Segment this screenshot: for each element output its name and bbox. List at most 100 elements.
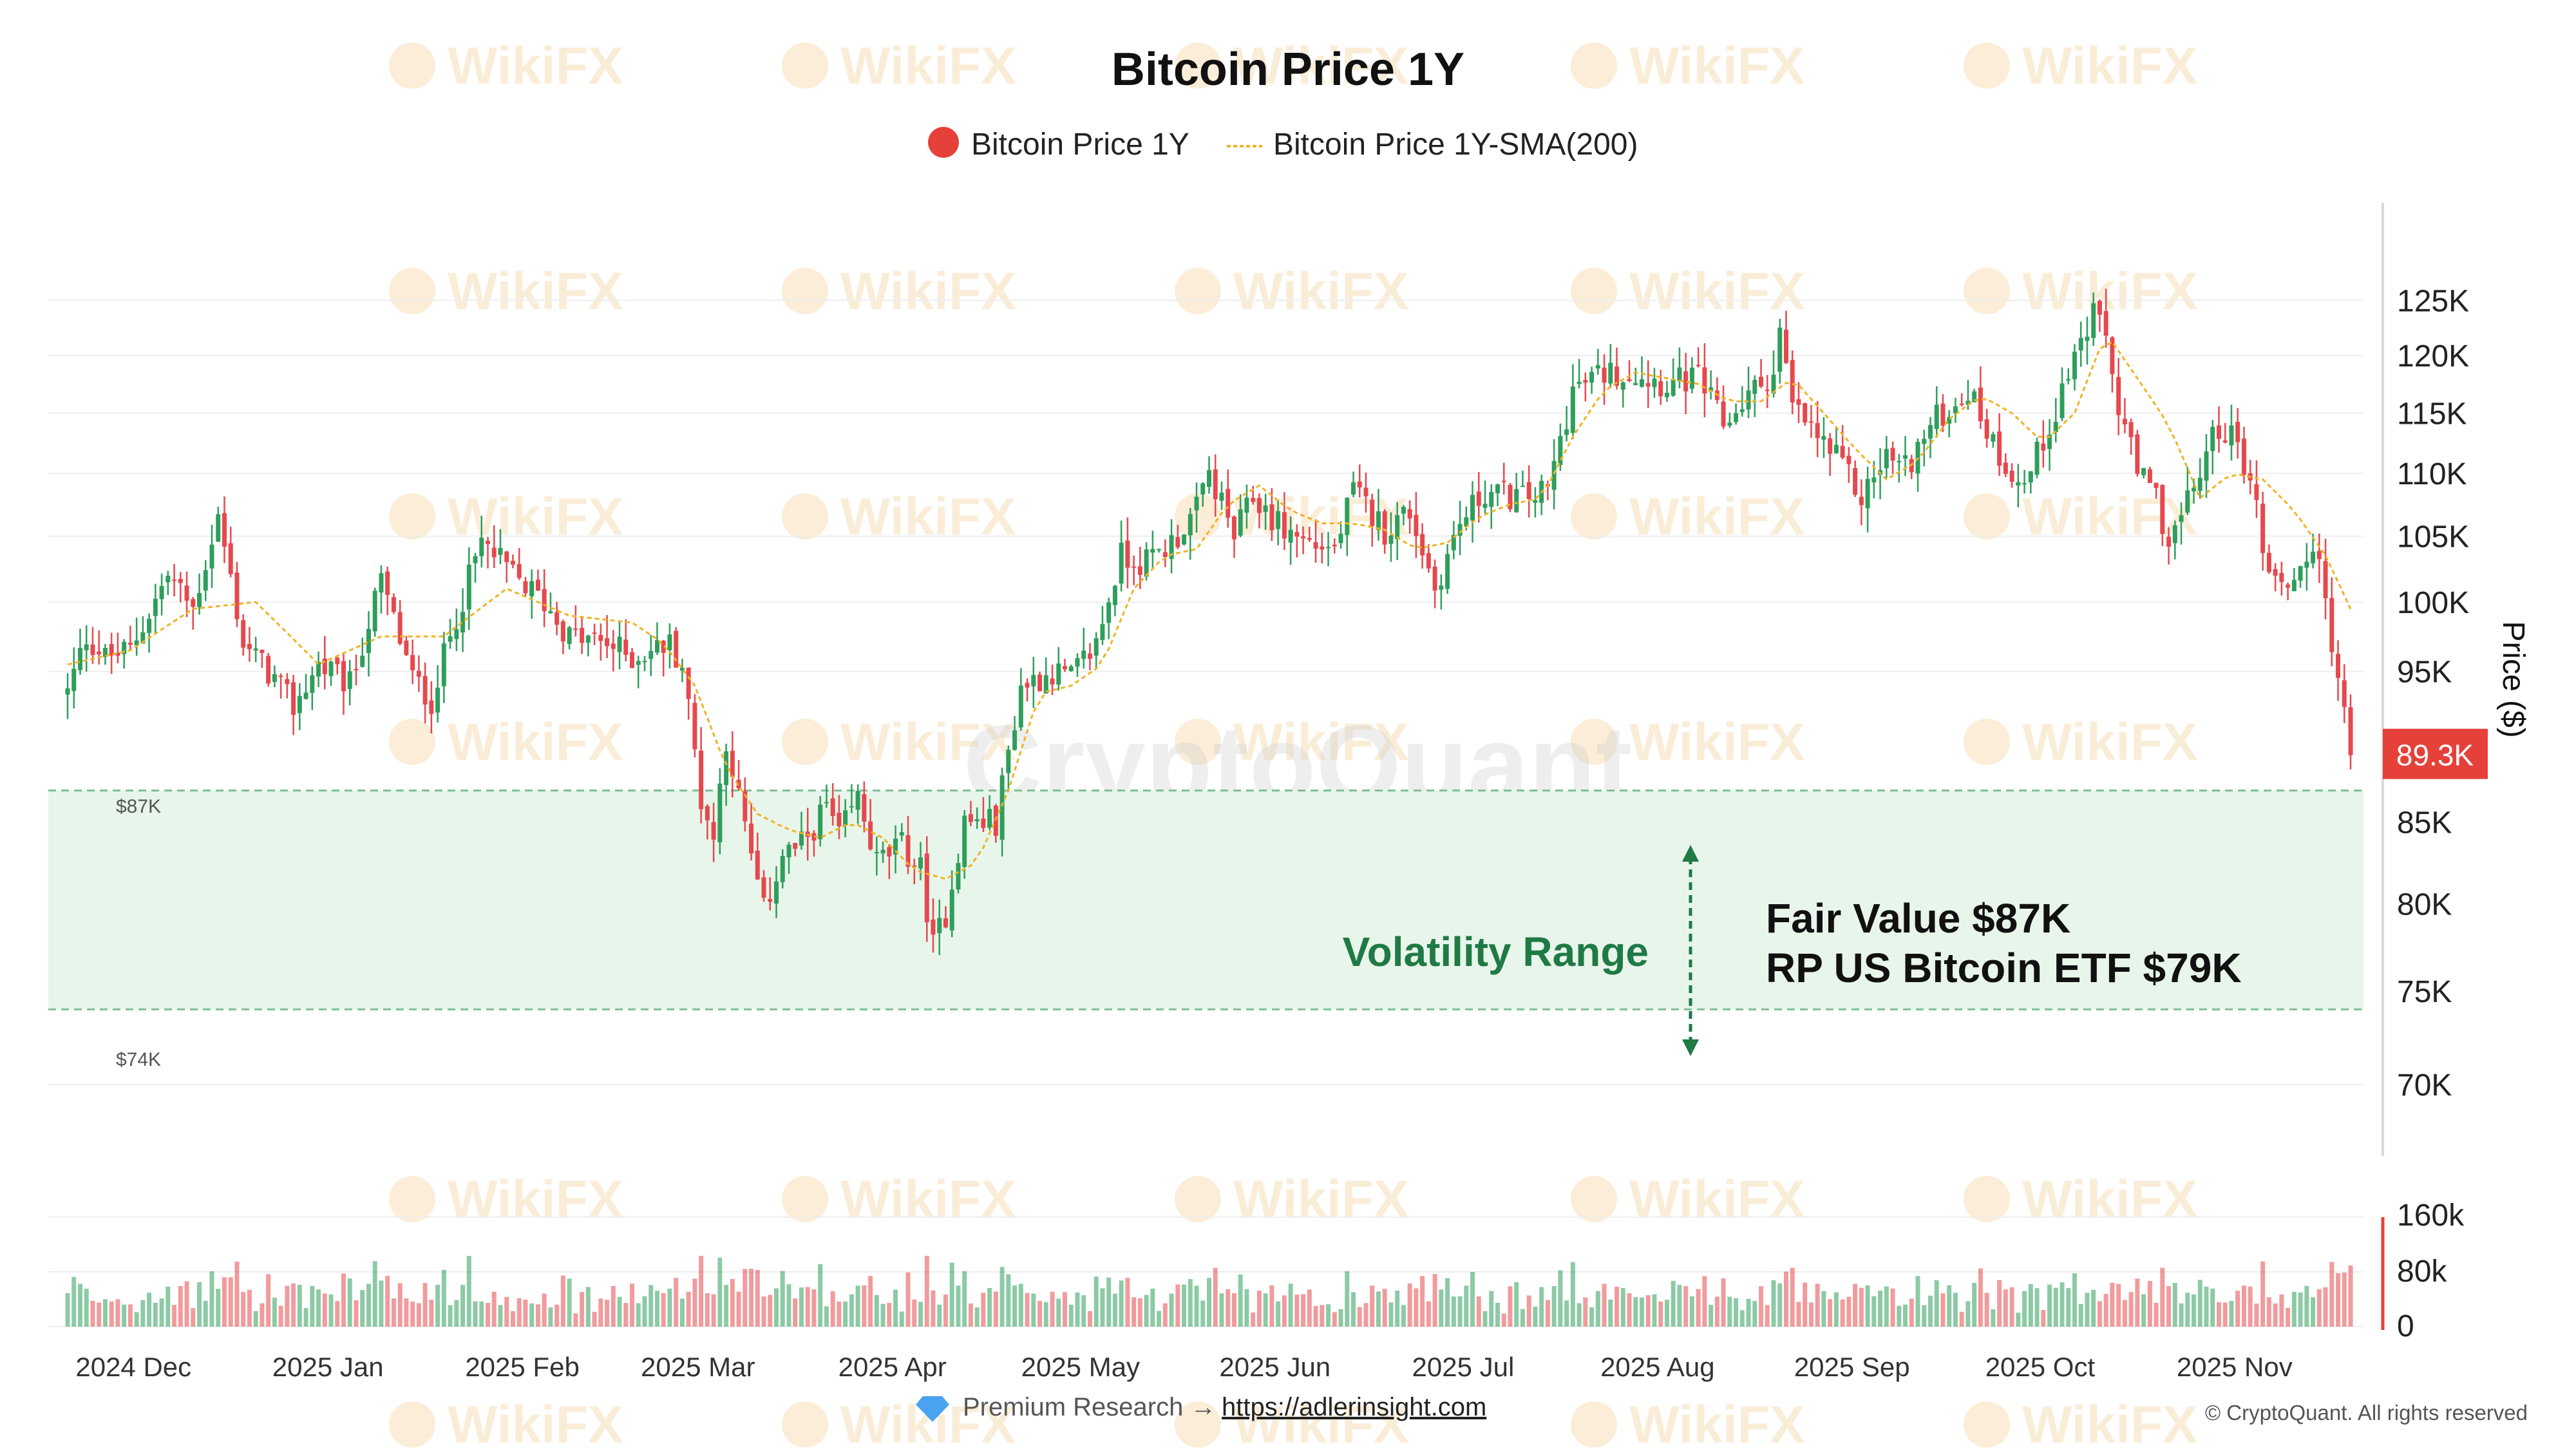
volume-bar: [880, 1303, 886, 1327]
candle-body: [849, 806, 854, 808]
volume-bar: [585, 1287, 591, 1327]
candle-body: [1200, 483, 1206, 495]
volume-bar: [1238, 1274, 1243, 1327]
candle-body: [1884, 449, 1889, 469]
legend-item-price[interactable]: Bitcoin Price 1Y: [971, 128, 1189, 162]
volume-bar: [830, 1291, 835, 1327]
volume-bar: [2166, 1286, 2172, 1327]
candle-body: [1602, 367, 1607, 383]
sma-line: [67, 341, 2352, 880]
candle-body: [2160, 485, 2165, 535]
volume-bar: [1087, 1311, 1092, 1327]
fair-value-note: Fair Value $87K: [1766, 895, 2070, 942]
candle-body: [1037, 674, 1043, 692]
candle-body: [397, 612, 402, 644]
volume-bar: [1476, 1296, 1481, 1327]
candle-body: [1357, 481, 1362, 488]
volume-bar: [999, 1267, 1005, 1327]
volume-bar: [2110, 1282, 2115, 1327]
candle-body: [1771, 374, 1776, 394]
candle-body: [2016, 482, 2021, 486]
candle-body: [1965, 401, 1971, 405]
volume-bar: [128, 1304, 133, 1327]
candle-body: [768, 898, 773, 902]
volume-bar: [1081, 1295, 1086, 1327]
candle-body: [1570, 386, 1575, 433]
volume-bar: [291, 1283, 296, 1327]
wikifx-logo-icon: [1964, 719, 2010, 765]
wikifx-watermark: WikiFX: [1629, 262, 1805, 321]
volume-bar: [1721, 1278, 1726, 1327]
volume-bar: [510, 1311, 515, 1327]
candle-body: [253, 648, 258, 651]
volume-bar: [743, 1269, 748, 1327]
volume-bar: [303, 1308, 308, 1327]
premium-research-link[interactable]: https://adlerinsight.com: [1222, 1393, 1486, 1421]
wikifx-logo-icon: [1175, 43, 1221, 89]
candle-body: [542, 589, 547, 611]
volume-bar: [1401, 1305, 1406, 1327]
volume-bar: [1307, 1289, 1312, 1327]
volume-bar: [115, 1299, 120, 1327]
volume-bar: [516, 1298, 522, 1327]
volume-bar: [993, 1291, 998, 1327]
volume-bar: [1658, 1301, 1663, 1327]
wikifx-watermark: WikiFX: [840, 488, 1016, 546]
volume-bar: [416, 1303, 421, 1327]
volume-bar: [560, 1275, 565, 1327]
candle-body: [811, 833, 817, 841]
candle-body: [1833, 444, 1839, 453]
candle-body: [466, 564, 471, 610]
volume-bar: [931, 1290, 936, 1327]
volume-bar: [1739, 1310, 1745, 1327]
candle-body: [674, 630, 679, 668]
volume-bar: [1677, 1285, 1682, 1327]
legend-item-sma[interactable]: Bitcoin Price 1Y-SMA(200): [1273, 128, 1638, 162]
volume-bar: [2022, 1291, 2027, 1327]
candle-body: [1865, 478, 1870, 509]
volume-bar: [1689, 1296, 1694, 1327]
y-tick-label: 75K: [2397, 975, 2452, 1009]
volume-bar: [159, 1298, 164, 1327]
candle-body: [1846, 455, 1852, 464]
volume-bar: [1645, 1295, 1651, 1327]
candle-body: [567, 627, 572, 644]
volume-bar: [2235, 1291, 2240, 1327]
volume-bar: [1326, 1304, 1331, 1327]
candle-body: [1282, 512, 1287, 539]
candle-body: [2222, 440, 2228, 442]
volume-bar: [630, 1283, 635, 1327]
candle-body: [1063, 666, 1067, 670]
candle-body: [1489, 492, 1494, 507]
wikifx-logo-icon: [1571, 493, 1617, 540]
candle-body: [65, 688, 70, 695]
volume-bar: [2266, 1297, 2271, 1327]
volume-bar: [805, 1287, 810, 1327]
y-tick-label: 100K: [2397, 586, 2469, 620]
volume-bar: [1903, 1304, 1908, 1327]
volume-bar: [253, 1311, 258, 1327]
volume-bar: [2016, 1312, 2021, 1327]
candle-body: [893, 838, 898, 855]
volume-bar: [1890, 1288, 1895, 1327]
volume-bar: [1157, 1311, 1162, 1327]
wikifx-logo-icon: [782, 1401, 828, 1448]
volume-tick-label: 80k: [2397, 1255, 2447, 1289]
wikifx-logo-icon: [1175, 1401, 1221, 1448]
candle-body: [1326, 547, 1331, 549]
volume-bar: [611, 1285, 616, 1327]
candle-body: [786, 844, 791, 858]
candle-body: [1709, 387, 1714, 392]
volume-bar: [153, 1302, 158, 1327]
candle-body: [1420, 534, 1425, 556]
volume-bar: [1771, 1280, 1776, 1327]
volume-bar: [360, 1290, 365, 1327]
volume-bar: [1828, 1299, 1833, 1327]
candle-body: [1376, 511, 1381, 530]
volume-bar: [2078, 1303, 2083, 1327]
volume-bar: [1451, 1296, 1456, 1327]
y-tick-label: 105K: [2397, 520, 2469, 554]
chart-title: Bitcoin Price 1Y: [1112, 44, 1464, 95]
candle-body: [1897, 460, 1902, 462]
candle-body: [2286, 584, 2291, 588]
